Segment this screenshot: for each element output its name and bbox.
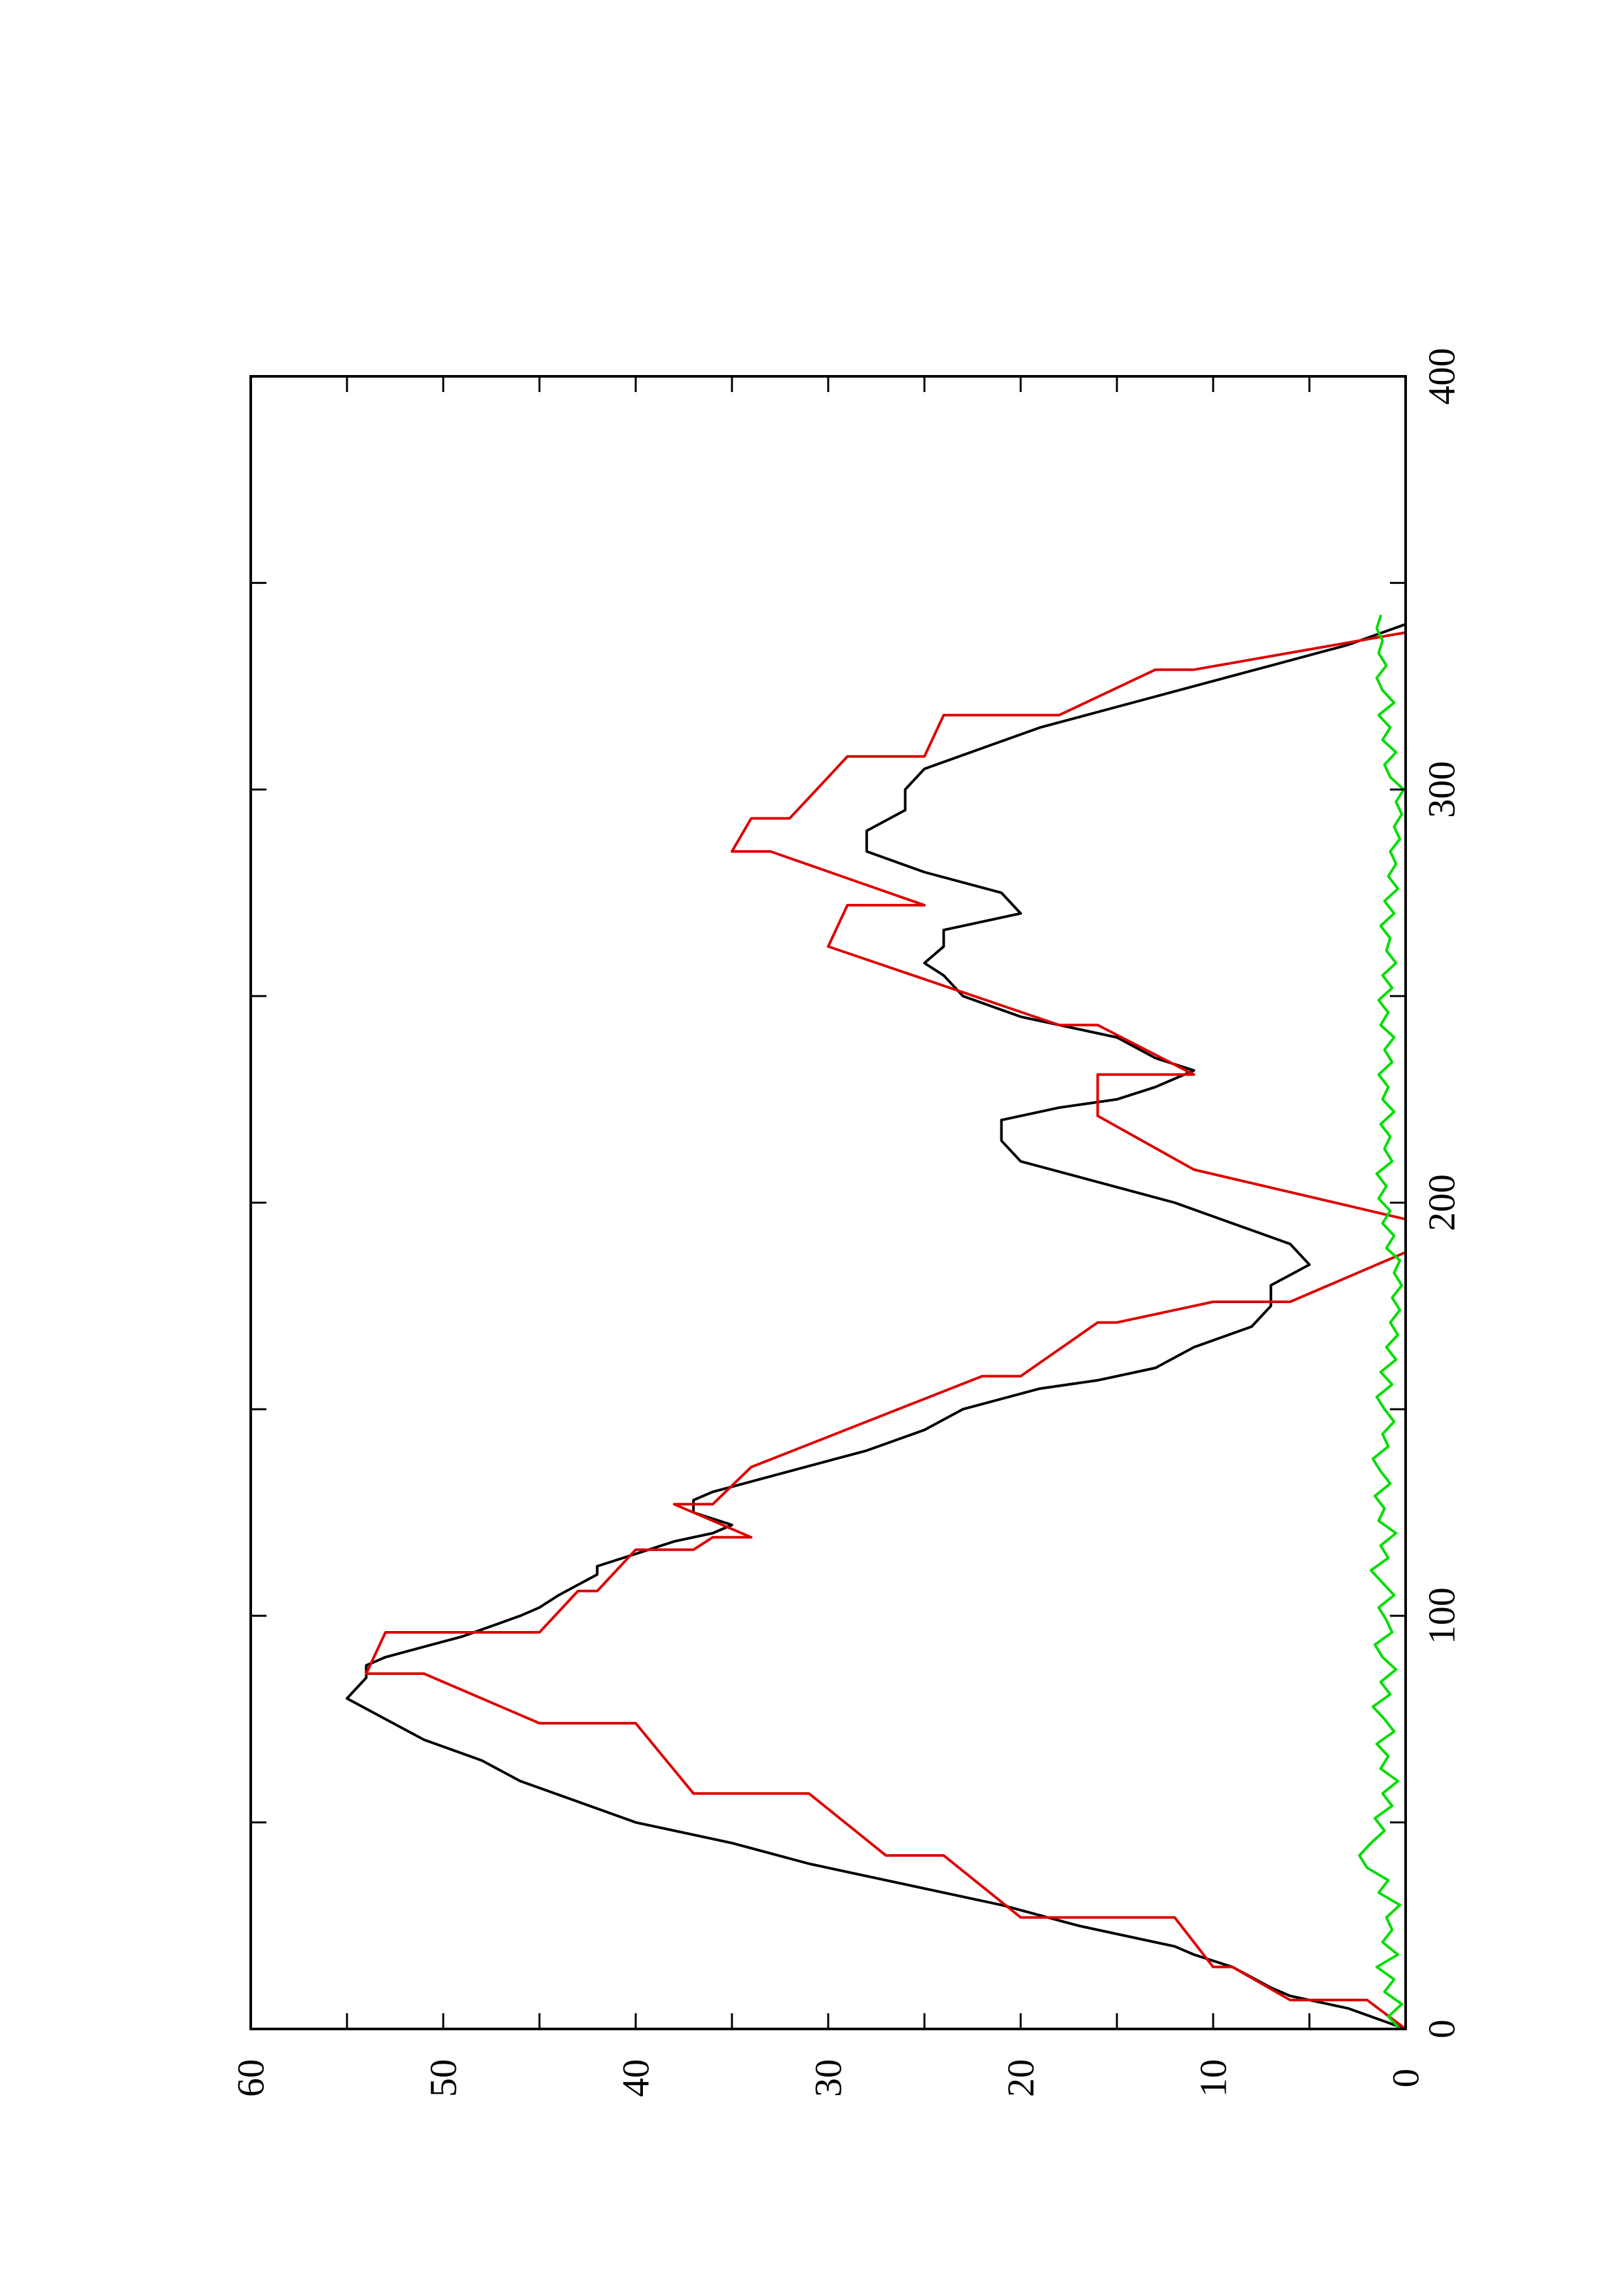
series-layer [346,615,1407,2030]
y-tick-label: 0 [1385,2069,1427,2088]
series-line-1 [346,622,1407,2030]
y-tick-label: 10 [1192,2059,1235,2097]
series-line-2 [365,631,1407,2030]
x-tick-label: 100 [1421,1587,1463,1644]
y-tick-label: 30 [807,2059,850,2097]
y-tick-label: 60 [230,2059,272,2097]
y-tick-label: 40 [615,2059,657,2097]
y-tick-label: 20 [1000,2059,1042,2097]
series-line-3 [1358,615,1406,2030]
axis-ticks [249,375,1407,2030]
y-tick-label: 50 [422,2059,465,2097]
tick-labels: 0 100 200 300 400 0 10 20 30 40 50 60 [230,348,1463,2098]
x-tick-label: 200 [1421,1174,1463,1231]
x-tick-label: 0 [1421,2020,1463,2039]
x-tick-label: 300 [1421,761,1463,818]
x-tick-label: 400 [1421,348,1463,405]
